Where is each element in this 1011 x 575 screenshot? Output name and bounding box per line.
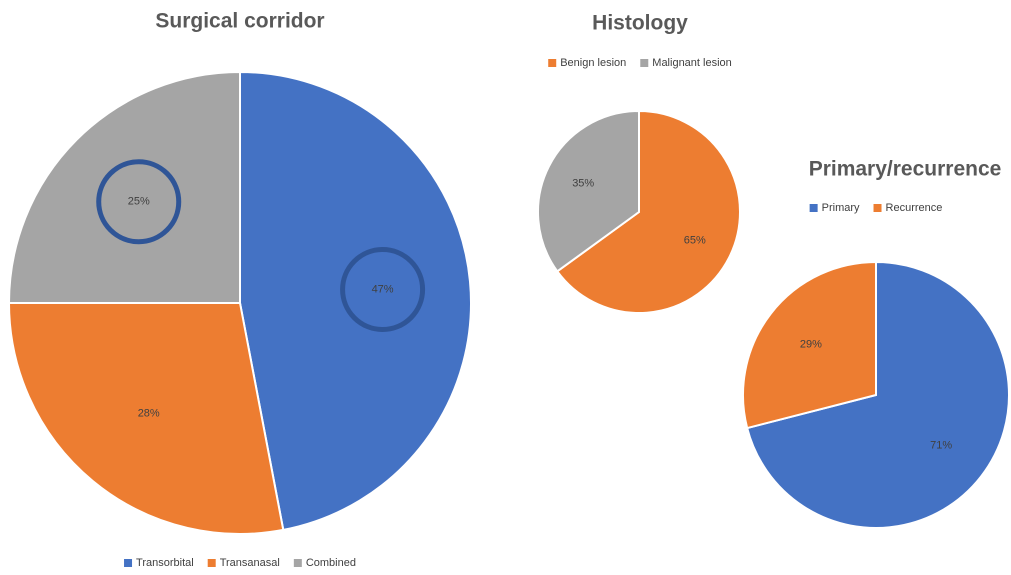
legend-label: Malignant lesion <box>652 57 732 69</box>
legend: Transorbital Transanasal Combined <box>124 557 356 569</box>
legend-swatch <box>293 559 302 567</box>
legend-label: Primary <box>822 202 860 214</box>
legend-swatch <box>207 559 216 567</box>
legend-swatch <box>640 59 649 67</box>
data-label: 47% <box>372 283 394 295</box>
chart-title: Surgical corridor <box>155 10 324 33</box>
legend-label: Benign lesion <box>560 57 626 69</box>
legend: Benign lesion Malignant lesion <box>548 57 732 69</box>
data-label: 35% <box>572 177 594 189</box>
pie-slice <box>239 70 472 532</box>
pie-slice <box>555 109 741 314</box>
pie-slice <box>7 302 285 535</box>
data-label: 25% <box>128 196 150 208</box>
legend-swatch <box>548 59 557 67</box>
legend-swatch <box>873 204 882 212</box>
legend-label: Recurrence <box>886 202 943 214</box>
pie-slice <box>7 70 241 304</box>
legend-label: Combined <box>306 557 356 569</box>
legend: Primary Recurrence <box>809 202 943 214</box>
legend-swatch <box>124 559 133 567</box>
pie-slice <box>537 109 640 273</box>
legend-swatch <box>809 204 818 212</box>
data-label: 28% <box>138 407 160 419</box>
chart-title: Histology <box>592 12 688 35</box>
legend-label: Transanasal <box>220 557 280 569</box>
data-label: 65% <box>684 234 706 246</box>
pie-slice <box>745 260 1010 529</box>
highlight-ring <box>96 159 182 245</box>
legend-label: Transorbital <box>136 557 194 569</box>
data-label: 71% <box>930 439 952 451</box>
chart-title: Primary/recurrence <box>809 158 1002 181</box>
highlight-ring <box>340 247 426 333</box>
data-label: 29% <box>800 338 822 350</box>
pie-slice <box>742 260 877 430</box>
